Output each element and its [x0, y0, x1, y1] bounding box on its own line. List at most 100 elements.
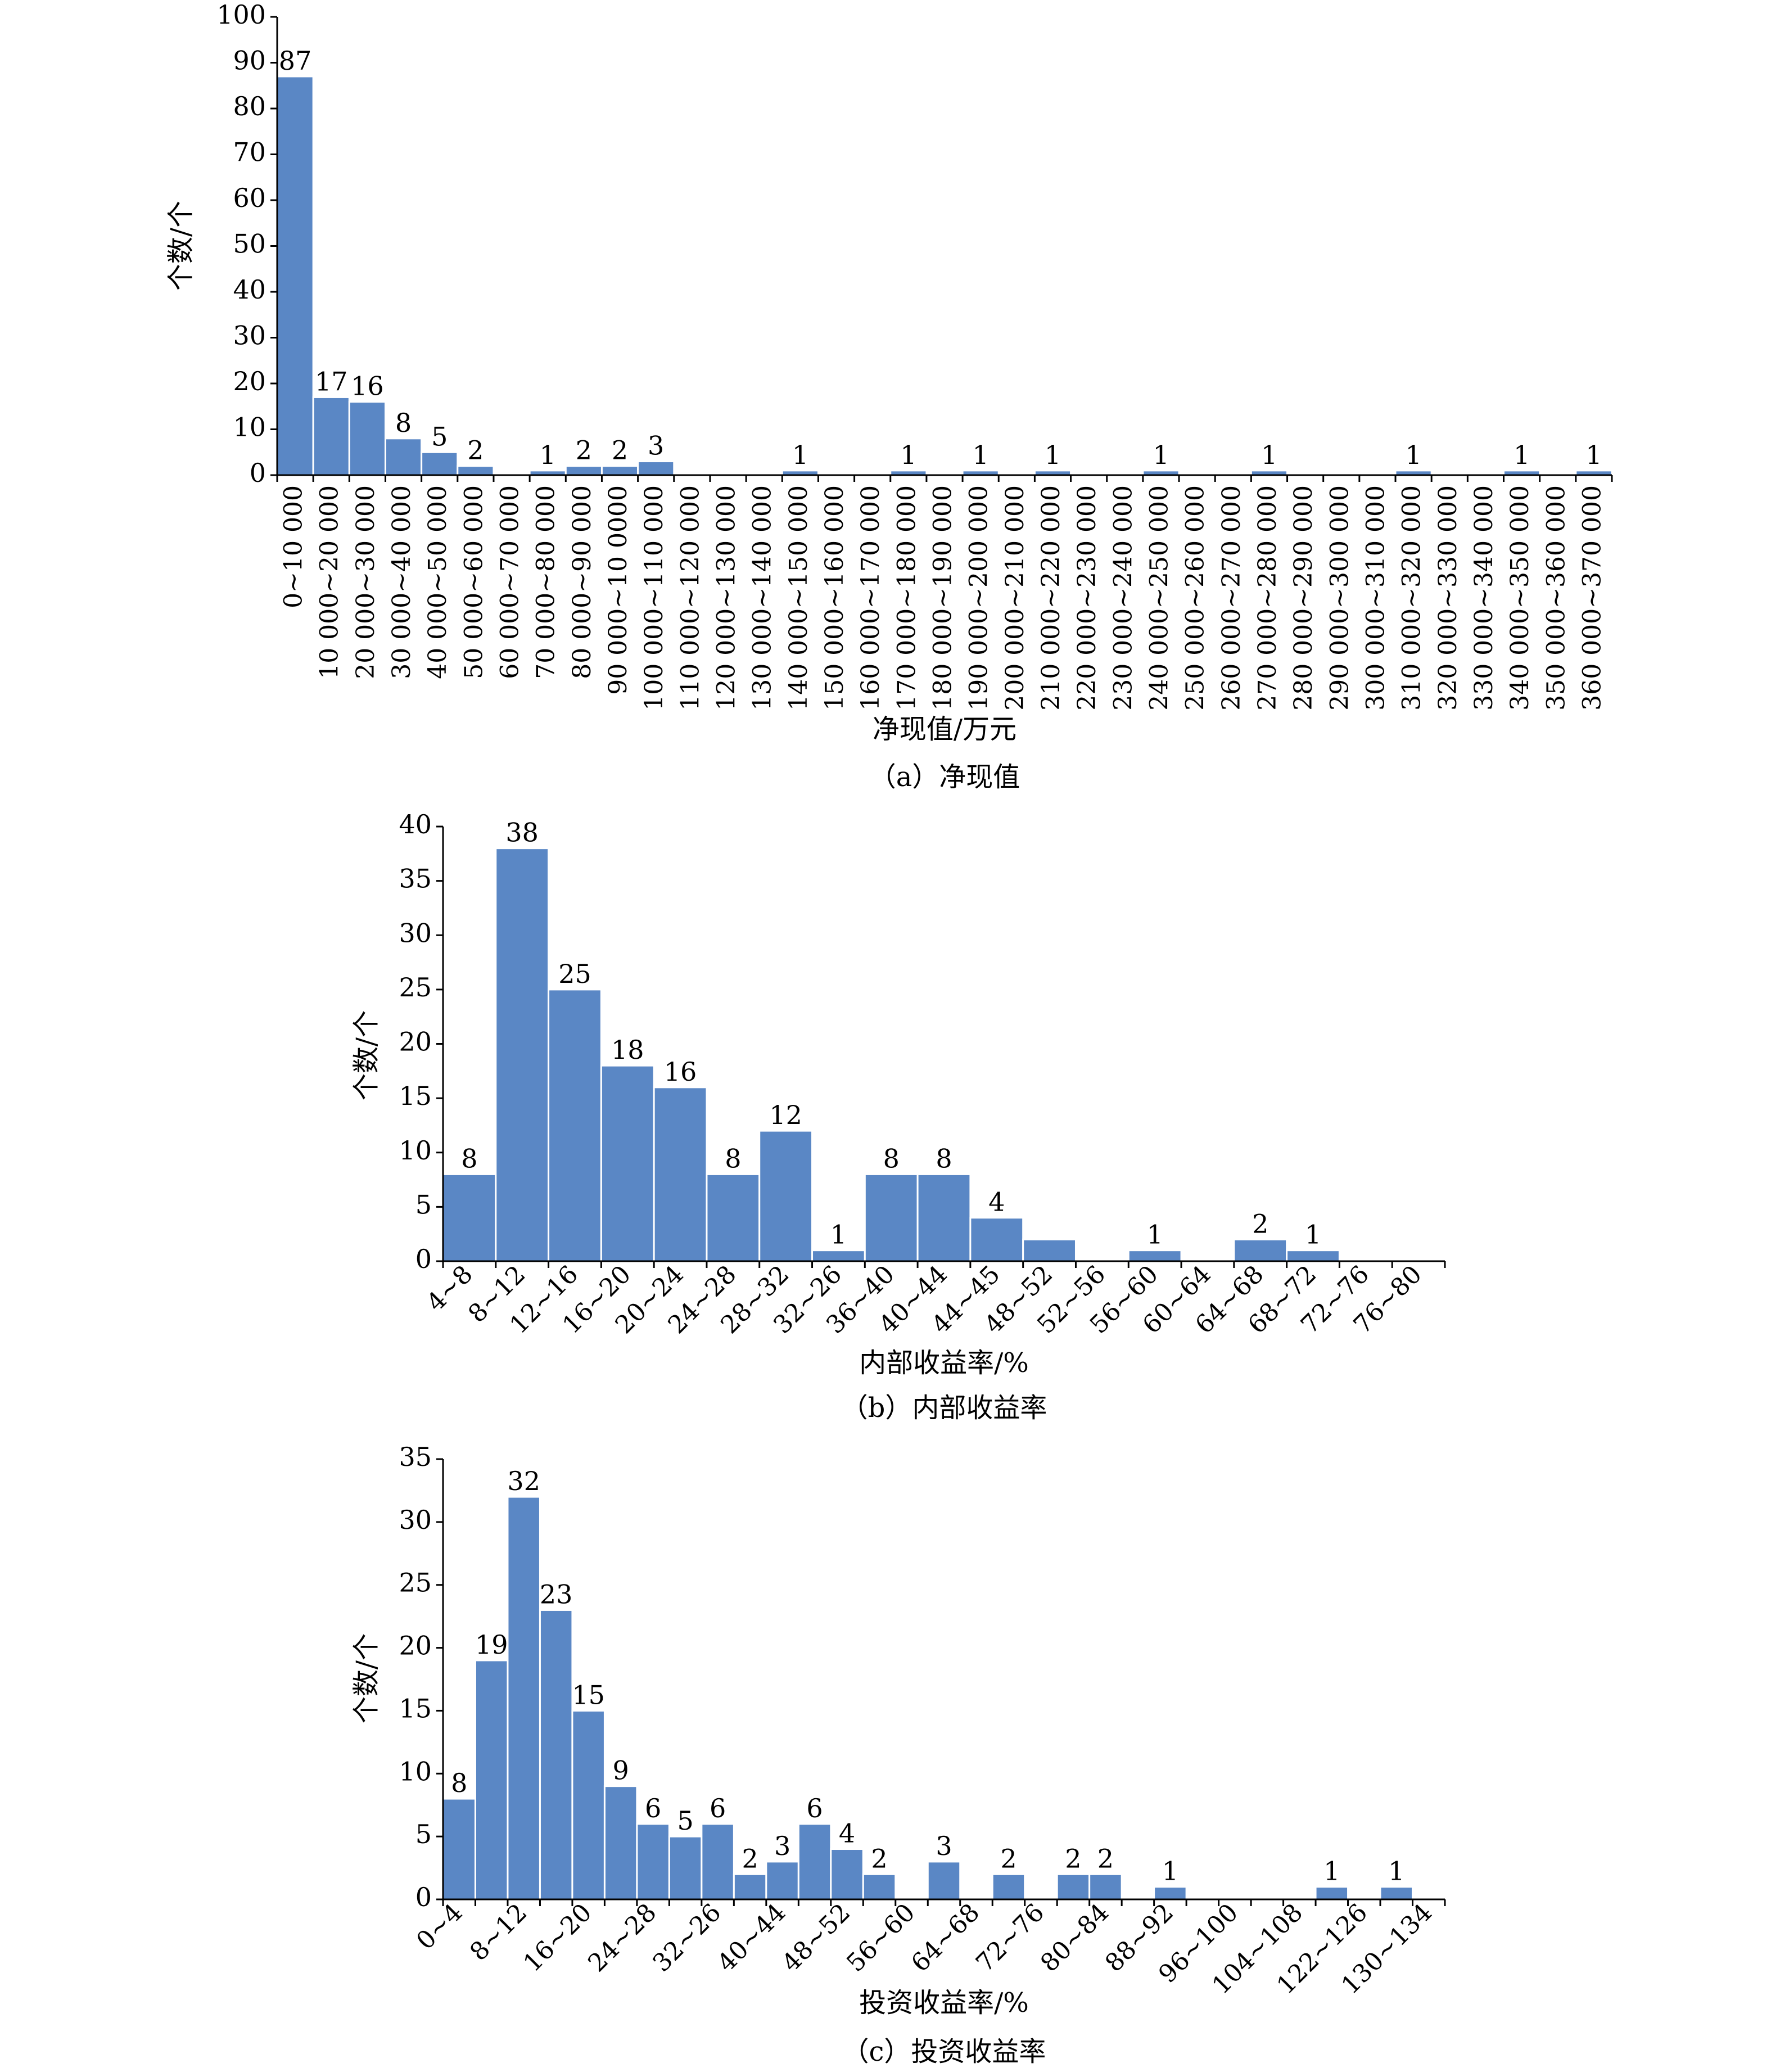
- data-label: 5: [677, 1805, 693, 1836]
- bar: [969, 1217, 1024, 1262]
- y-tick-label: 100: [216, 0, 266, 30]
- data-label: 18: [611, 1035, 644, 1065]
- bar: [507, 1496, 541, 1901]
- data-label: 2: [871, 1843, 887, 1874]
- x-tick-label: 16~20: [518, 1898, 597, 1978]
- y-tick-label: 30: [233, 320, 266, 351]
- data-label: 8: [395, 408, 412, 438]
- data-label: 38: [505, 818, 539, 848]
- y-tick-label: 20: [233, 366, 266, 396]
- data-label: 1: [792, 440, 808, 470]
- bar: [1056, 1873, 1091, 1901]
- data-label: 16: [351, 371, 384, 401]
- x-tick-label: 300 000~310 000: [1361, 485, 1390, 711]
- bar: [1153, 1886, 1187, 1901]
- x-tick-label: 310 000~320 000: [1398, 485, 1426, 711]
- y-tick-label: 5: [415, 1189, 432, 1220]
- bar: [1088, 1873, 1123, 1901]
- data-label: 6: [806, 1793, 823, 1823]
- y-tick-label: 30: [399, 918, 432, 948]
- data-label: 6: [710, 1793, 726, 1823]
- x-tick-label: 72~76: [970, 1898, 1050, 1978]
- x-tick-label: 40 000~50 000: [423, 485, 452, 679]
- bar: [384, 437, 423, 476]
- data-label: 8: [936, 1143, 952, 1173]
- data-label: 2: [612, 435, 628, 466]
- x-tick-label: 90 000~10 0000: [604, 485, 632, 695]
- x-tick-label: 330 000~340 000: [1470, 485, 1498, 711]
- figure-caption: （c）投资收益率: [842, 2036, 1046, 2068]
- x-tick-label: 30 000~40 000: [387, 485, 416, 679]
- x-tick-label: 0~10 000: [279, 485, 308, 608]
- x-tick-label: 250 000~260 000: [1181, 485, 1210, 711]
- bar: [706, 1173, 761, 1262]
- y-tick-label: 80: [233, 91, 266, 121]
- bar: [1379, 1886, 1414, 1901]
- x-tick-label: 270 000~280 000: [1253, 485, 1282, 711]
- y-tick-label: 20: [399, 1631, 432, 1661]
- x-tick-label: 180 000~190 000: [929, 485, 957, 711]
- y-tick-label: 5: [415, 1819, 432, 1849]
- y-tick-label: 0: [415, 1882, 432, 1912]
- y-tick-label: 25: [399, 1568, 432, 1598]
- data-label: 8: [725, 1143, 741, 1173]
- x-tick-label: 80 000~90 000: [568, 485, 597, 679]
- data-label: 12: [769, 1100, 802, 1130]
- data-label: 1: [1045, 440, 1061, 470]
- y-tick-label: 90: [233, 46, 266, 76]
- x-axis-title: 净现值/万元: [873, 714, 1016, 745]
- chart-irr: 05101520253035404~88~1212~1616~2020~2424…: [351, 809, 1446, 1424]
- y-tick-label: 30: [399, 1505, 432, 1535]
- data-label: 1: [540, 440, 556, 470]
- data-label: 23: [540, 1579, 573, 1609]
- bar: [765, 1861, 799, 1901]
- x-tick-label: 70 000~80 000: [532, 485, 561, 679]
- x-tick-label: 50 000~60 000: [459, 485, 488, 679]
- data-label: 1: [1305, 1220, 1321, 1250]
- data-label: 2: [576, 435, 592, 466]
- data-label: 2: [742, 1843, 758, 1874]
- bar: [991, 1873, 1026, 1901]
- x-tick-label: 320 000~330 000: [1434, 485, 1462, 711]
- bar: [539, 1609, 573, 1901]
- data-label: 5: [431, 421, 448, 452]
- data-label: 25: [558, 959, 591, 989]
- bar: [1314, 1886, 1349, 1901]
- bar: [600, 465, 639, 476]
- data-label: 32: [507, 1466, 540, 1496]
- y-tick-label: 60: [233, 183, 266, 213]
- x-tick-label: 120 000~130 000: [712, 485, 741, 711]
- bar: [276, 75, 314, 476]
- x-tick-label: 170 000~180 000: [892, 485, 921, 711]
- x-tick-label: 24~28: [582, 1898, 662, 1978]
- bar: [312, 396, 350, 476]
- data-label: 8: [461, 1143, 477, 1173]
- x-tick-label: 40~44: [712, 1898, 791, 1978]
- x-tick-label: 340 000~350 000: [1506, 485, 1534, 711]
- chart-roi: 051015202530350~48~1216~2024~2832~2640~4…: [351, 1442, 1446, 2068]
- y-tick-label: 50: [233, 229, 266, 259]
- bar: [916, 1173, 972, 1262]
- y-tick-label: 10: [399, 1756, 432, 1786]
- x-tick-label: 64~68: [906, 1898, 985, 1978]
- data-label: 3: [774, 1831, 790, 1861]
- x-tick-label: 190 000~200 000: [965, 485, 993, 711]
- bar: [421, 451, 459, 476]
- bar: [457, 465, 495, 476]
- data-label: 19: [475, 1629, 508, 1660]
- x-tick-label: 160 000~170 000: [856, 485, 885, 711]
- y-tick-label: 10: [233, 412, 266, 443]
- y-tick-label: 20: [399, 1027, 432, 1057]
- data-label: 1: [1388, 1856, 1404, 1886]
- data-label: 2: [1097, 1843, 1114, 1874]
- data-label: 4: [988, 1187, 1005, 1217]
- data-label: 8: [883, 1143, 900, 1173]
- bar: [548, 988, 602, 1262]
- data-label: 87: [279, 46, 312, 76]
- bar: [758, 1130, 814, 1262]
- y-axis-title: 个数/个: [351, 1633, 382, 1723]
- x-tick-label: 10 000~20 000: [315, 485, 344, 679]
- data-label: 3: [936, 1831, 952, 1861]
- figure-caption: （a）净现值: [869, 761, 1020, 793]
